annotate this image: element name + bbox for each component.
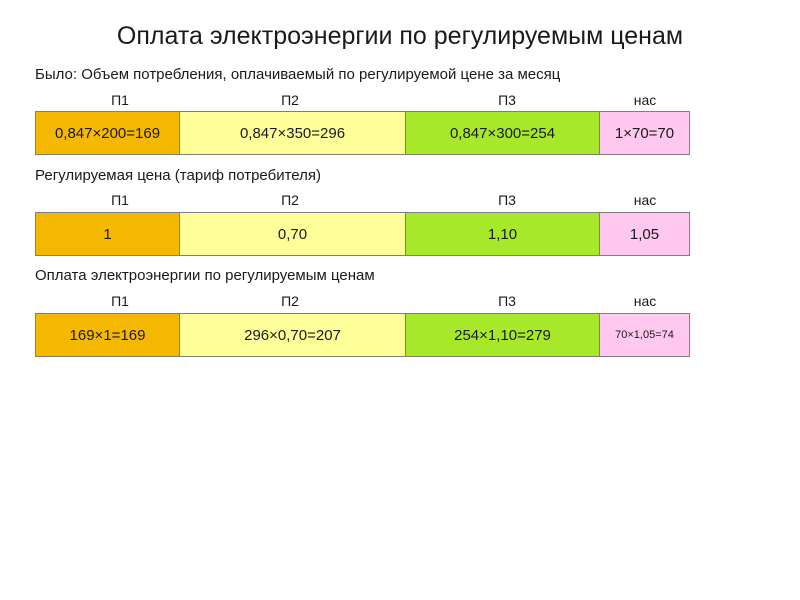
section-2-bar: 1 0,70 1,10 1,05 (35, 212, 690, 256)
page-title: Оплата электроэнергии по регулируемым це… (116, 22, 684, 50)
section-1-col-p3: П3 (498, 92, 516, 108)
section-1-label: Было: Объем потребления, оплачиваемый по… (35, 66, 561, 83)
section-1-bar: 0,847×200=169 0,847×350=296 0,847×300=25… (35, 111, 690, 155)
section-2-col-nas: нас (633, 192, 657, 208)
section-2-cell-p1: 1 (36, 213, 180, 255)
section-3-cell-p3: 254×1,10=279 (406, 314, 600, 356)
section-3-col-p3: П3 (498, 293, 516, 309)
section-1-cell-p2: 0,847×350=296 (180, 112, 406, 154)
section-1-col-nas: нас (633, 92, 657, 108)
section-3-cell-p2: 296×0,70=207 (180, 314, 406, 356)
section-3-cell-nas: 70×1,05=74 (600, 314, 689, 356)
section-1-col-p1: П1 (111, 92, 129, 108)
section-1-col-p2: П2 (281, 92, 299, 108)
section-3-col-p1: П1 (111, 293, 129, 309)
section-3-col-nas: нас (633, 293, 657, 309)
section-2-col-p3: П3 (498, 192, 516, 208)
section-1-cell-p3: 0,847×300=254 (406, 112, 600, 154)
section-2-col-p1: П1 (111, 192, 129, 208)
section-3-bar: 169×1=169 296×0,70=207 254×1,10=279 70×1… (35, 313, 690, 357)
section-2-cell-nas: 1,05 (600, 213, 689, 255)
section-3-label: Оплата электроэнергии по регулируемым це… (35, 267, 375, 284)
section-3-col-p2: П2 (281, 293, 299, 309)
section-3-cell-p1: 169×1=169 (36, 314, 180, 356)
section-2-cell-p2: 0,70 (180, 213, 406, 255)
section-1-cell-p1: 0,847×200=169 (36, 112, 180, 154)
section-2-cell-p3: 1,10 (406, 213, 600, 255)
section-2-col-p2: П2 (281, 192, 299, 208)
section-2-label: Регулируемая цена (тариф потребителя) (35, 167, 321, 184)
section-1-cell-nas: 1×70=70 (600, 112, 689, 154)
